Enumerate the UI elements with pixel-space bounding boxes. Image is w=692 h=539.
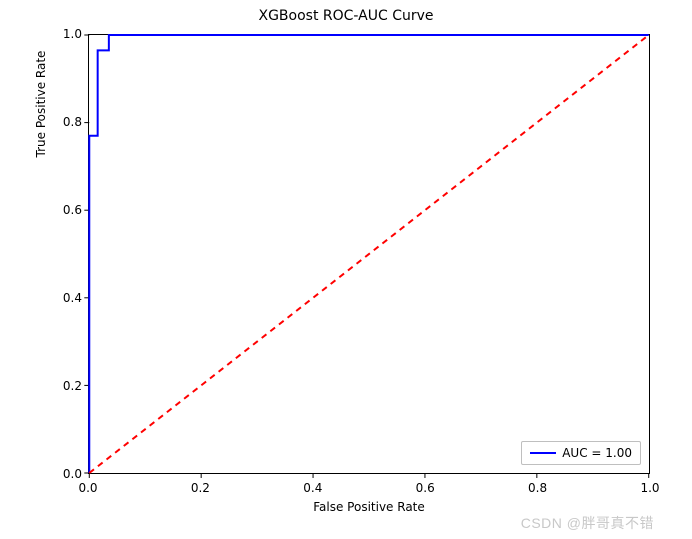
x-tick-label: 0.2	[191, 481, 210, 495]
x-tick-label: 1.0	[640, 481, 659, 495]
y-tick-label: 0.0	[58, 467, 82, 481]
y-tick-label: 1.0	[58, 27, 82, 41]
watermark: CSDN @胖哥真不错	[521, 513, 654, 533]
y-tick-label: 0.4	[58, 291, 82, 305]
figure: XGBoost ROC-AUC Curve AUC = 1.00 True Po…	[0, 0, 692, 539]
series-diagonal	[89, 35, 648, 473]
plot-area: AUC = 1.00	[88, 34, 650, 474]
chart-title: XGBoost ROC-AUC Curve	[0, 8, 692, 24]
y-tick-label: 0.6	[58, 203, 82, 217]
x-axis-label: False Positive Rate	[88, 500, 650, 514]
y-tick-label: 0.8	[58, 115, 82, 129]
legend-swatch	[530, 452, 556, 454]
x-tick-label: 0.0	[78, 481, 97, 495]
y-tick-label: 0.2	[58, 379, 82, 393]
legend: AUC = 1.00	[521, 441, 641, 465]
x-tick-label: 0.8	[528, 481, 547, 495]
y-axis-label: True Positive Rate	[34, 0, 48, 324]
x-tick-label: 0.4	[303, 481, 322, 495]
plot-svg	[89, 35, 649, 473]
legend-label: AUC = 1.00	[562, 446, 632, 460]
x-tick-label: 0.6	[416, 481, 435, 495]
